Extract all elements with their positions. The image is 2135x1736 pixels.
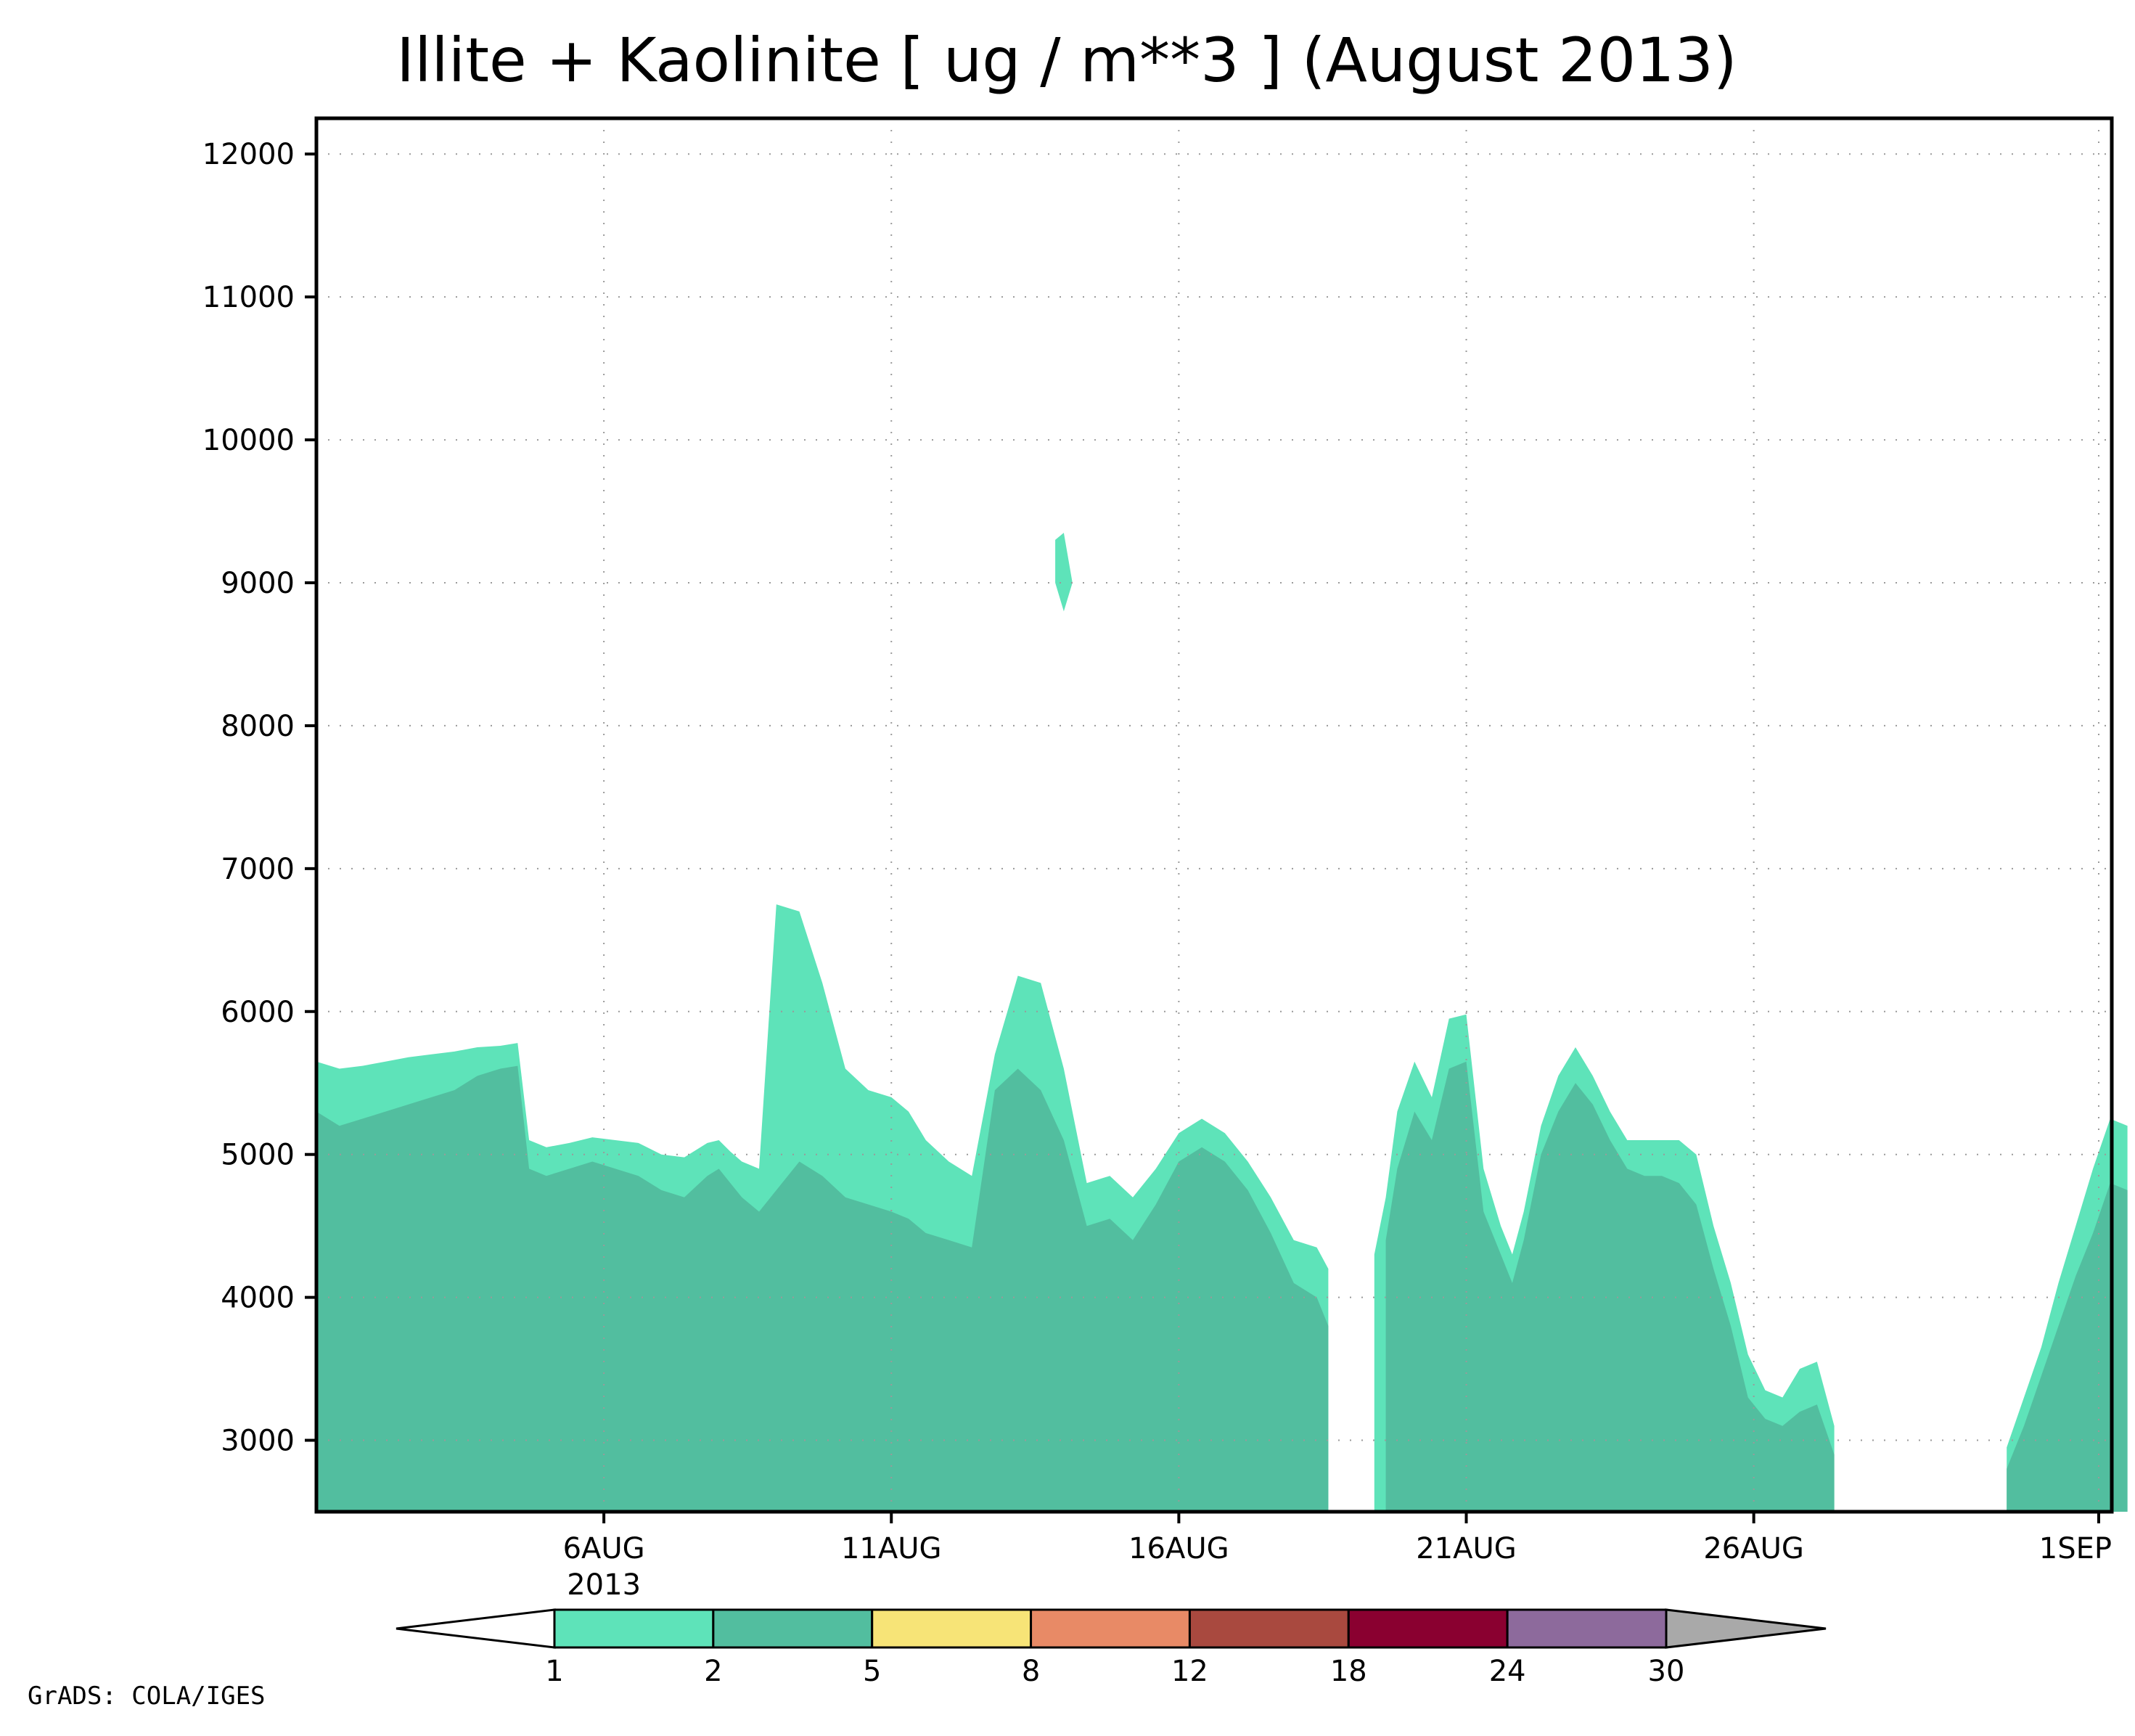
legend-swatch-18-24 bbox=[1347, 1608, 1509, 1649]
y-tick-label-4000: 4000 bbox=[221, 1282, 295, 1315]
y-tick-label-12000: 12000 bbox=[202, 138, 295, 171]
x-tick-label-16AUG: 16AUG bbox=[1128, 1532, 1229, 1565]
legend-level-12: 12 bbox=[1171, 1655, 1208, 1688]
chart-title: Illite + Kaolinite [ ug / m**3 ] (August… bbox=[396, 25, 1737, 96]
legend-swatch-8-12 bbox=[1030, 1608, 1191, 1649]
legend-swatch-2-5 bbox=[712, 1608, 874, 1649]
grads-credit: GrADS: COLA/IGES bbox=[28, 1682, 266, 1711]
legend-level-1: 1 bbox=[545, 1655, 563, 1688]
x-tick-label-26AUG: 26AUG bbox=[1703, 1532, 1804, 1565]
y-tick-label-5000: 5000 bbox=[221, 1139, 295, 1172]
y-tick-label-6000: 6000 bbox=[221, 996, 295, 1029]
grid-lines bbox=[316, 118, 2112, 1512]
contour-band-2-5-region-1 bbox=[1385, 1061, 1835, 1512]
legend-swatch-5-8 bbox=[871, 1608, 1033, 1649]
legend-level-30: 30 bbox=[1648, 1655, 1685, 1688]
legend-level-5: 5 bbox=[863, 1655, 881, 1688]
y-tick-label-11000: 11000 bbox=[202, 281, 295, 314]
color-legend: 1 2 5 8 12 18 24 30 bbox=[396, 1608, 1827, 1688]
contour-band-1-2-region-3 bbox=[1055, 533, 1073, 612]
legend-swatch-12-18 bbox=[1188, 1608, 1350, 1649]
y-tick-label-7000: 7000 bbox=[221, 853, 295, 886]
y-tick-label-10000: 10000 bbox=[202, 424, 295, 457]
legend-swatch-1-2 bbox=[553, 1608, 715, 1649]
y-axis: 3000 4000 5000 6000 7000 8000 9000 10000 11000 12… bbox=[202, 138, 316, 1458]
legend-swatch-below-1 bbox=[396, 1608, 556, 1649]
contour-band-2-5-region-2 bbox=[2007, 1183, 2128, 1512]
x-tick-label-11AUG: 11AUG bbox=[841, 1532, 942, 1565]
legend-level-18: 18 bbox=[1330, 1655, 1367, 1688]
legend-level-2: 2 bbox=[704, 1655, 722, 1688]
y-tick-label-9000: 9000 bbox=[221, 567, 295, 600]
x-tick-label-1SEP: 1SEP bbox=[2039, 1532, 2112, 1565]
x-tick-sublabel-year: 2013 bbox=[567, 1568, 641, 1602]
legend-swatch-above-30 bbox=[1665, 1608, 1827, 1649]
contour-bands bbox=[316, 533, 2128, 1512]
y-tick-label-8000: 8000 bbox=[221, 710, 295, 743]
x-tick-label-6AUG: 6AUG bbox=[563, 1532, 645, 1565]
plot-frame bbox=[314, 116, 2114, 1514]
legend-level-24: 24 bbox=[1489, 1655, 1526, 1688]
legend-level-8: 8 bbox=[1022, 1655, 1040, 1688]
y-tick-label-3000: 3000 bbox=[221, 1425, 295, 1458]
contour-band-2-5-region-0 bbox=[316, 1065, 1329, 1512]
x-tick-label-21AUG: 21AUG bbox=[1416, 1532, 1517, 1565]
legend-swatch-24-30 bbox=[1506, 1608, 1668, 1649]
